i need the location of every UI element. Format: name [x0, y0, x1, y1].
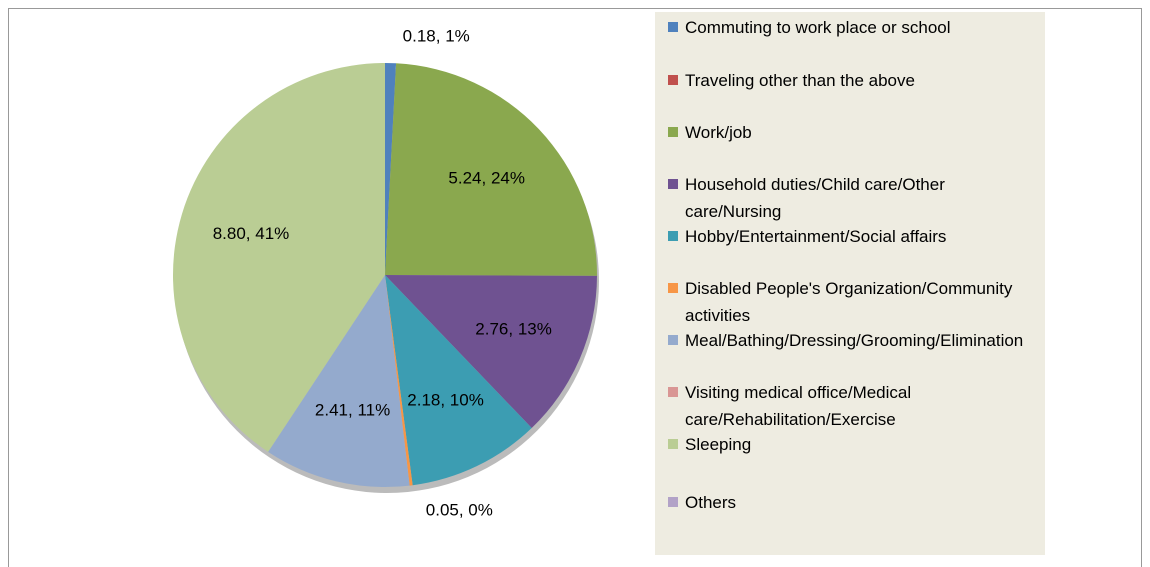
- pie-slice: [268, 275, 410, 487]
- legend-swatch: [668, 439, 678, 449]
- data-label: 0.18, 1%: [403, 27, 470, 46]
- legend-label: Traveling other than the above: [685, 71, 915, 90]
- pie-slice: [385, 63, 397, 275]
- pie-slice: [385, 63, 397, 275]
- legend-swatch: [668, 127, 678, 137]
- legend-label: Others: [685, 493, 737, 512]
- legend-swatch: [668, 497, 678, 507]
- legend-label: Sleeping: [685, 435, 752, 454]
- legend-label: Visiting medical office/Medical care/Reh…: [685, 383, 912, 429]
- pie-slice: [173, 63, 385, 452]
- legend-swatch: [668, 75, 678, 85]
- pie-slice: [385, 63, 598, 276]
- data-label: 8.80, 41%: [213, 224, 290, 243]
- data-label: 2.41, 11%: [315, 401, 390, 420]
- data-label: 5.24, 24%: [448, 168, 525, 187]
- legend-swatch: [668, 22, 678, 32]
- pie-slice: [385, 275, 597, 429]
- legend-label: Disabled People's Organization/Community…: [685, 279, 1013, 325]
- legend-swatch: [668, 231, 678, 241]
- pie-slice: [385, 275, 413, 486]
- data-label: 0.05, 0%: [426, 501, 493, 520]
- legend-label: Work/job: [685, 123, 752, 142]
- legend-label: Hobby/Entertainment/Social affairs: [685, 227, 947, 246]
- legend-label: Meal/Bathing/Dressing/Grooming/Eliminati…: [685, 331, 1024, 350]
- legend-label: Household duties/Child care/Other care/N…: [685, 175, 945, 221]
- data-label: 2.76, 13%: [475, 320, 552, 339]
- legend: Commuting to work place or school Traveli…: [655, 12, 1045, 555]
- pie-slice: [385, 275, 532, 486]
- legend-swatch: [668, 335, 678, 345]
- legend-swatch: [668, 283, 678, 293]
- legend-swatch: [668, 387, 678, 397]
- legend-swatch: [668, 179, 678, 189]
- data-label: 2.18, 10%: [407, 391, 484, 410]
- frame: [8, 8, 1142, 567]
- legend-label: Commuting to work place or school: [685, 18, 951, 37]
